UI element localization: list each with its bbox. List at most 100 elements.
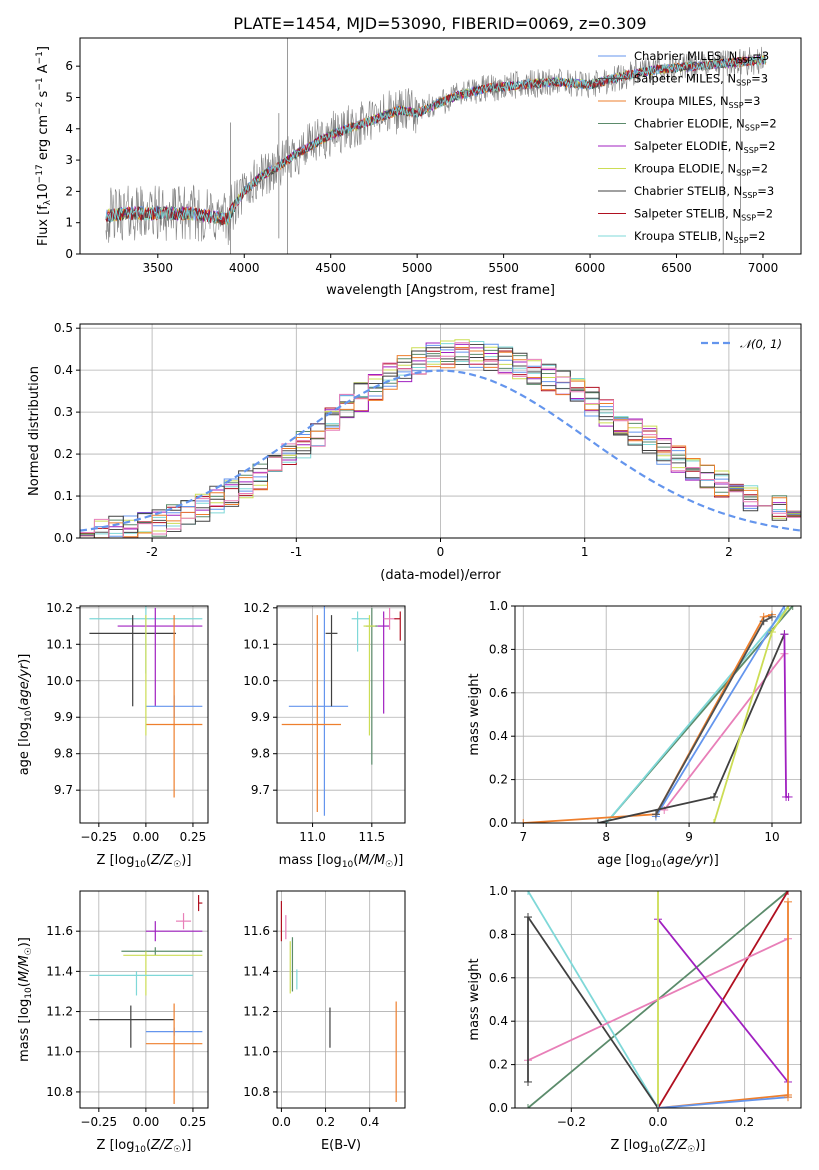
y-tick-label: 4 (65, 122, 73, 136)
y-label-part: erg cm (36, 115, 51, 164)
plot-area (524, 891, 792, 1108)
y-tick-label: 0.8 (489, 642, 508, 656)
y-tick-label: 10.8 (243, 1085, 270, 1099)
legend-entry: Kroupa MILES, NSSP=3 (634, 94, 760, 110)
y-tick-label: 9.7 (251, 783, 270, 797)
x-tick-label: 0.25 (180, 1115, 207, 1129)
y-tick-label: 0.1 (54, 489, 73, 503)
legend-eq: =2 (759, 139, 776, 153)
legend-eq: =3 (757, 184, 774, 198)
legend-entry: Salpeter ELODIE, NSSP=2 (634, 139, 776, 155)
spectrum-panel: 3500 4000 4500 5000 5500 6000 6500 7000 0 1 2 3 4 5 6 w… (35, 37, 802, 298)
label-part: ( (353, 853, 358, 868)
y-axis-label: Flux [fλ10−17 erg cm−2 s−1 A−1] (35, 46, 53, 246)
y-tick-label: 0.0 (489, 1101, 508, 1115)
y-tick-label: 11.2 (243, 1005, 270, 1019)
y-tick-label: 10.8 (46, 1085, 73, 1099)
y-tick-label: 10.1 (46, 637, 73, 651)
legend-eq: =2 (751, 162, 768, 176)
x-tick-label: 0.2 (316, 1115, 335, 1129)
label-part: )] (181, 1138, 191, 1153)
label-part: )] (709, 853, 719, 868)
legend-eq: =3 (751, 72, 768, 86)
y-tick-label: 0.8 (489, 927, 508, 941)
label-part: ( (146, 853, 151, 868)
y-tick-label: 10.2 (46, 601, 73, 615)
x-axis-label: age [log10(age/yr)] (597, 853, 719, 870)
y-tick-label: 0.5 (54, 321, 73, 335)
x-axis-label: wavelength [Angstrom, rest frame] (326, 283, 555, 298)
label-part: mass [log (279, 853, 342, 868)
label-part: )] (393, 853, 403, 868)
mass-vs-ebv-panel: 0.0 0.2 0.4 10.8 11.0 11.2 11.4 11.6 E(B-V) (243, 890, 406, 1153)
y-tick-label: 11.0 (46, 1045, 73, 1059)
label-part: ☉ (687, 1145, 695, 1155)
weight-line (783, 634, 789, 798)
weight-line (527, 891, 659, 1108)
axes-frame (276, 605, 406, 824)
y-tick-label: 11.6 (243, 924, 270, 938)
y-label-part: A (36, 64, 51, 77)
legend-name: Chabrier MILES, N (634, 49, 737, 63)
label-part: ( (17, 982, 32, 987)
label-part: ( (662, 853, 667, 868)
x-tick-label: -1 (290, 545, 302, 559)
axes-frame (514, 605, 802, 824)
y-tick-label: 9.8 (54, 747, 73, 761)
x-tick-label: 4500 (315, 261, 346, 275)
x-axis-label: E(B-V) (321, 1138, 361, 1153)
y-label-part: ] (36, 46, 51, 51)
label-part: ☉ (385, 860, 393, 870)
legend-sub: SSP (745, 124, 760, 133)
y-axis-label: Normed distribution (27, 366, 42, 496)
x-tick-label: 4000 (229, 261, 260, 275)
x-tick-label: 0.00 (133, 830, 160, 844)
x-tick-label: 5000 (402, 261, 433, 275)
label-part: Z/Z (664, 1138, 688, 1153)
y-tick-label: 0.2 (54, 447, 73, 461)
y-axis-label: mass weight (467, 673, 482, 755)
label-part: wavelength [Angstrom, rest frame] (326, 283, 555, 298)
y-tick-label: 9.9 (54, 710, 73, 724)
y-label-part: −2 (35, 102, 45, 115)
y-axis-label: mass [log10(M/M☉)] (17, 937, 34, 1062)
y-label-part: −17 (35, 164, 45, 183)
residuals-panel: -2 -1 0 1 2 0.0 0.1 0.2 0.3 0.4 0.5 (data-model)/er… (27, 321, 802, 583)
axes-frame (276, 890, 406, 1109)
y-tick-label: 6 (65, 59, 73, 73)
y-label-part: s (36, 90, 51, 101)
y-tick-label: 0.4 (54, 363, 73, 377)
y-tick-label: 10.1 (243, 637, 270, 651)
label-part: age [log (17, 722, 32, 775)
label-part: ( (17, 706, 32, 711)
x-tick-label: 8 (602, 830, 610, 844)
y-tick-label: 11.2 (46, 1005, 73, 1019)
label-part: 10 (134, 1145, 146, 1155)
weight-line (657, 918, 789, 1083)
plot-area (89, 606, 203, 798)
x-tick-label: −0.2 (557, 1115, 586, 1129)
legend-name: Kroupa MILES, N (634, 94, 729, 108)
legend-entry: Salpeter STELIB, NSSP=2 (634, 207, 773, 223)
label-part: mass weight (467, 958, 482, 1040)
y-tick-label: 1.0 (489, 599, 508, 613)
legend-eq: =2 (760, 117, 777, 131)
x-tick-label: 1 (581, 545, 589, 559)
legend-name: Chabrier STELIB, N (634, 184, 742, 198)
x-tick-label: 0.0 (648, 1115, 667, 1129)
x-tick-label: 0.00 (133, 1115, 160, 1129)
legend-entry: Chabrier STELIB, NSSP=3 (634, 184, 774, 200)
y-tick-label: 0.6 (489, 971, 508, 985)
plot-area (80, 339, 801, 538)
x-tick-label: −0.25 (80, 1115, 117, 1129)
legend-sub: SSP (737, 56, 752, 65)
y-tick-label: 11.4 (46, 964, 73, 978)
axes-frame (79, 890, 209, 1109)
label-part: 10 (342, 860, 354, 870)
label-part: age/yr (17, 662, 32, 705)
plot-area (105, 38, 767, 254)
label-part: 10 (134, 860, 146, 870)
legend-name: Kroupa STELIB, N (634, 229, 734, 243)
x-tick-label: 11.0 (299, 830, 326, 844)
label-part: ☉ (24, 947, 34, 955)
